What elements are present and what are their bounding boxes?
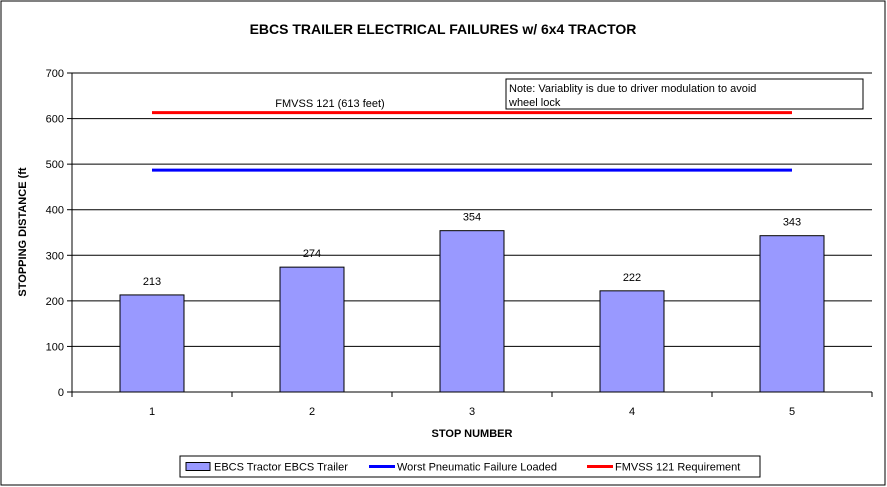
x-tick-label: 5 [789,406,795,418]
bar [279,266,345,393]
x-tick-label: 4 [629,406,635,418]
bar [759,235,825,393]
bar-data-label: 222 [623,272,641,284]
y-tick-label: 300 [46,250,64,262]
y-tick-label: 100 [46,341,64,353]
bar-data-label: 354 [463,212,481,224]
y-tick-label: 500 [46,159,64,171]
note-box [505,78,864,110]
note-line-2: wheel lock [508,97,561,109]
legend-label: EBCS Tractor EBCS Trailer [214,462,348,474]
y-tick-label: 0 [58,387,64,399]
chart-title: EBCS TRAILER ELECTRICAL FAILURES w/ 6x4 … [250,21,637,37]
bar [439,230,505,393]
bar [599,290,665,393]
x-tick-label: 2 [309,406,315,418]
bar-data-label: 274 [303,248,321,260]
x-tick-label: 3 [469,406,475,418]
y-tick-label: 200 [46,296,64,308]
legend-swatch [185,462,211,471]
y-tick-label: 400 [46,205,64,217]
bar [119,294,185,393]
legend-label: FMVSS 121 Requirement [615,462,740,474]
x-axis-title: STOP NUMBER [432,428,513,440]
bar-data-label: 343 [783,217,801,229]
x-tick-label: 1 [149,406,155,418]
note-line-1: Note: Variablity is due to driver modula… [509,83,756,95]
y-tick-label: 700 [46,68,64,80]
fmvss-annotation: FMVSS 121 (613 feet) [275,98,384,110]
legend-label: Worst Pneumatic Failure Loaded [397,462,557,474]
legend-box [179,455,761,478]
legend: EBCS Tractor EBCS Trailer Worst Pneumatic… [179,455,761,478]
bar-data-label: 213 [143,276,161,288]
y-axis-title: STOPPING DISTANCE (ft [17,167,29,296]
y-tick-label: 600 [46,114,64,126]
